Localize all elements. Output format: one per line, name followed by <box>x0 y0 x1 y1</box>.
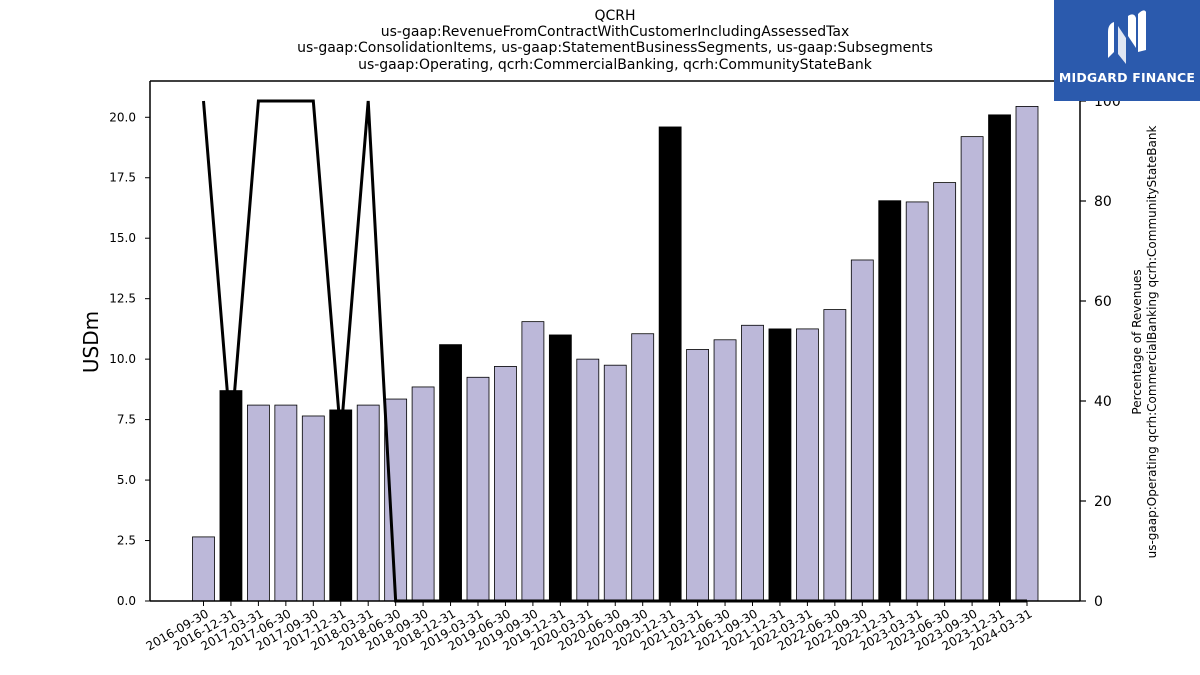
bar-2020-03-31 <box>576 358 600 602</box>
bars <box>192 106 1039 602</box>
bar-2018-03-31 <box>356 404 380 602</box>
bar-2020-12-31 <box>658 126 682 602</box>
bar-2017-12-31 <box>329 409 353 602</box>
y-left-tick-label: 7.5 <box>117 413 136 427</box>
bar-2017-09-30 <box>301 415 325 602</box>
bar-2018-12-31 <box>439 344 462 602</box>
bar-2023-09-30 <box>960 136 984 602</box>
y-right-tick-label: 60 <box>1094 294 1112 310</box>
bar-2023-03-31 <box>905 201 929 602</box>
bar-2016-09-30 <box>192 536 215 602</box>
bar-2018-09-30 <box>411 386 435 602</box>
y-left-tick-label: 17.5 <box>109 171 136 185</box>
bar-2018-06-30 <box>384 398 408 602</box>
y-left-tick-label: 0.0 <box>117 594 136 608</box>
bar-2019-03-31 <box>466 376 490 602</box>
bar-2017-06-30 <box>274 404 298 602</box>
y-left-tick-label: 15.0 <box>109 231 136 245</box>
logo-mark-icon <box>1108 10 1146 64</box>
bar-2024-03-31 <box>1015 106 1039 602</box>
chart-title: QCRH us-gaap:RevenueFromContractWithCust… <box>297 8 933 73</box>
bar-2019-09-30 <box>521 321 545 602</box>
y-axis-left-ticks: 0.0 2.5 5.0 7.5 10.0 12.5 15.0 17.5 20.0 <box>109 110 150 608</box>
y-axis-left-label: USDm <box>79 311 103 373</box>
y-right-tick-label: 80 <box>1094 194 1112 210</box>
y-left-tick-label: 5.0 <box>117 473 136 487</box>
y-right-tick-label: 40 <box>1094 394 1112 410</box>
y-axis-right-label-line-2: us-gaap:Operating qcrh:CommercialBanking… <box>1145 126 1159 559</box>
brand-name: MIDGARD FINANCE <box>1058 70 1196 85</box>
bar-2019-12-31 <box>548 334 572 602</box>
y-axis-right-label-line-1: Percentage of Revenues <box>1130 269 1144 414</box>
bar-2022-06-30 <box>823 309 847 602</box>
y-right-tick-label: 20 <box>1094 494 1112 510</box>
bar-2022-09-30 <box>850 259 874 602</box>
bar-2019-06-30 <box>494 365 517 602</box>
x-axis-ticks: 2016-09-302016-12-312017-03-312017-06-30… <box>144 601 1035 653</box>
bar-2023-12-31 <box>988 114 1011 602</box>
brand-logo: MIDGARD FINANCE <box>1054 0 1200 101</box>
bar-2021-03-31 <box>686 349 709 602</box>
bar-2020-06-30 <box>603 364 627 602</box>
bar-2017-03-31 <box>246 404 270 602</box>
title-line-1: QCRH <box>594 8 635 24</box>
bar-2022-03-31 <box>796 328 819 602</box>
y-left-tick-label: 2.5 <box>117 534 136 548</box>
y-left-tick-label: 10.0 <box>109 352 136 366</box>
bar-2021-12-31 <box>768 328 792 602</box>
title-line-3: us-gaap:ConsolidationItems, us-gaap:Stat… <box>297 40 933 56</box>
bar-2022-12-31 <box>878 200 902 602</box>
bar-2021-09-30 <box>741 324 764 602</box>
bar-2023-06-30 <box>933 182 957 602</box>
y-left-tick-label: 20.0 <box>109 110 136 124</box>
bar-2021-06-30 <box>713 339 737 602</box>
title-line-4: us-gaap:Operating, qcrh:CommercialBankin… <box>358 57 873 73</box>
y-right-tick-label: 0 <box>1094 594 1103 610</box>
y-left-tick-label: 12.5 <box>109 292 136 306</box>
title-line-2: us-gaap:RevenueFromContractWithCustomerI… <box>381 24 850 40</box>
bar-2020-09-30 <box>631 333 655 602</box>
